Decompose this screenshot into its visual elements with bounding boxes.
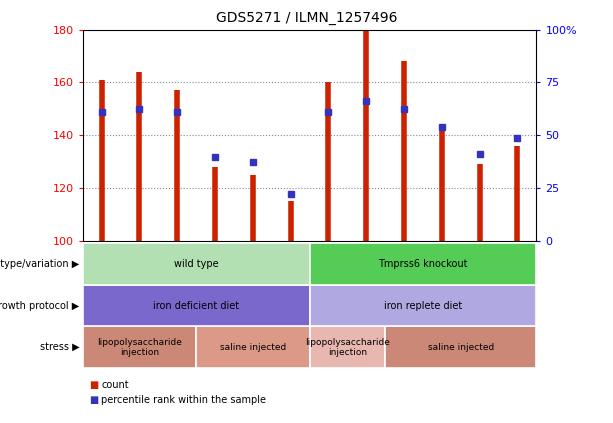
Text: percentile rank within the sample: percentile rank within the sample bbox=[101, 395, 266, 405]
Text: saline injected: saline injected bbox=[428, 343, 494, 352]
Text: count: count bbox=[101, 380, 129, 390]
Text: ■: ■ bbox=[89, 395, 98, 405]
Text: iron deficient diet: iron deficient diet bbox=[153, 301, 239, 310]
Text: saline injected: saline injected bbox=[219, 343, 286, 352]
Text: Tmprss6 knockout: Tmprss6 knockout bbox=[378, 259, 468, 269]
Text: ■: ■ bbox=[89, 380, 98, 390]
Text: lipopolysaccharide
injection: lipopolysaccharide injection bbox=[97, 338, 182, 357]
Text: stress ▶: stress ▶ bbox=[40, 342, 80, 352]
Text: wild type: wild type bbox=[174, 259, 218, 269]
Text: genotype/variation ▶: genotype/variation ▶ bbox=[0, 259, 80, 269]
Text: growth protocol ▶: growth protocol ▶ bbox=[0, 301, 80, 310]
Text: GDS5271 / ILMN_1257496: GDS5271 / ILMN_1257496 bbox=[216, 11, 397, 25]
Text: lipopolysaccharide
injection: lipopolysaccharide injection bbox=[305, 338, 390, 357]
Text: iron replete diet: iron replete diet bbox=[384, 301, 462, 310]
